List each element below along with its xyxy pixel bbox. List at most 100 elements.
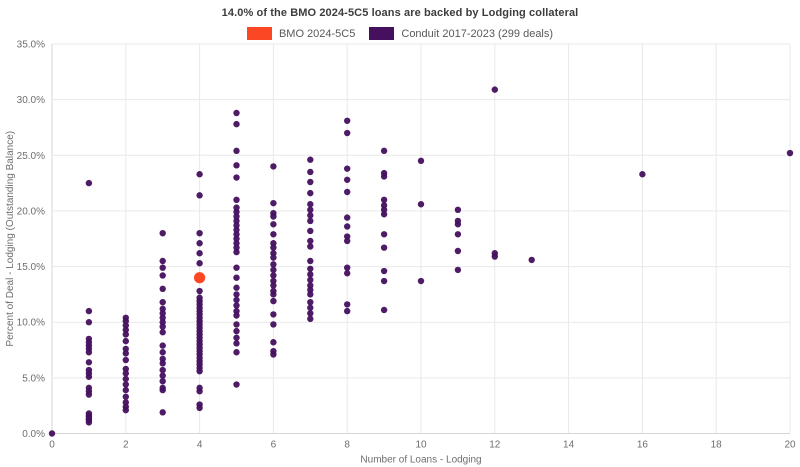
x-axis-title: Number of Loans - Lodging	[360, 455, 481, 466]
conduit-point	[380, 231, 388, 238]
conduit-point	[380, 196, 388, 203]
conduit-point	[270, 244, 277, 251]
conduit-point	[196, 250, 203, 257]
x-axis-tick-label: 20	[784, 440, 796, 451]
conduit-point	[344, 117, 351, 124]
x-axis-tick-label: 8	[344, 440, 350, 451]
conduit-point	[122, 393, 129, 400]
conduit-point	[233, 231, 240, 238]
conduit-point	[344, 223, 351, 230]
conduit-point	[270, 272, 277, 279]
conduit-point	[307, 178, 314, 186]
conduit-point	[344, 307, 351, 315]
conduit-point	[122, 356, 129, 364]
conduit-point	[233, 208, 240, 216]
conduit-point	[122, 375, 129, 383]
conduit-point	[307, 206, 314, 214]
conduit-point	[307, 310, 314, 317]
conduit-point	[417, 157, 425, 165]
y-axis-tick-label: 0.0%	[22, 429, 45, 440]
conduit-point	[159, 298, 166, 306]
y-axis-tick-label: 35.0%	[17, 40, 45, 51]
conduit-point	[159, 355, 166, 363]
legend-item-conduit[interactable]: Conduit 2017-2023 (299 deals)	[369, 27, 553, 40]
conduit-point	[270, 277, 277, 285]
conduit-point	[196, 404, 203, 412]
y-axis-tick-label: 25.0%	[17, 151, 45, 162]
conduit-point	[233, 334, 240, 341]
x-axis-tick-label: 12	[489, 440, 501, 451]
conduit-point	[122, 331, 129, 338]
conduit-point	[454, 231, 462, 238]
conduit-point	[307, 237, 314, 245]
conduit-point	[307, 298, 314, 306]
conduit-point	[85, 349, 93, 356]
legend: BMO 2024-5C5 Conduit 2017-2023 (299 deal…	[0, 27, 800, 40]
conduit-point	[380, 206, 388, 214]
conduit-point	[380, 244, 388, 251]
conduit-point	[196, 229, 203, 237]
conduit-point	[122, 365, 129, 373]
chart-title: 14.0% of the BMO 2024-5C5 loans are back…	[221, 7, 579, 19]
conduit-point	[233, 217, 240, 225]
conduit-point	[454, 206, 462, 214]
conduit-point	[307, 243, 314, 250]
conduit-point	[122, 337, 129, 345]
conduit-point	[233, 307, 240, 315]
y-axis-title: Percent of Deal - Lodging (Outstanding B…	[5, 131, 16, 347]
conduit-point	[159, 264, 166, 271]
conduit-point	[196, 388, 203, 395]
conduit-point	[380, 306, 388, 314]
conduit-point	[159, 377, 166, 385]
x-axis-tick-label: 16	[637, 440, 649, 451]
conduit-point	[233, 248, 240, 256]
conduit-point	[85, 179, 93, 187]
conduit-point	[196, 171, 203, 178]
conduit-point	[307, 271, 314, 278]
conduit-point	[159, 329, 166, 336]
x-axis-tick-label: 6	[271, 440, 277, 451]
legend-swatch-bmo	[246, 27, 272, 40]
conduit-point	[528, 256, 535, 264]
conduit-point	[786, 149, 794, 157]
conduit-point	[270, 254, 277, 261]
conduit-point	[159, 386, 166, 394]
legend-item-bmo[interactable]: BMO 2024-5C5	[246, 27, 355, 40]
conduit-point	[344, 301, 351, 308]
conduit-point	[380, 173, 388, 180]
conduit-point	[159, 257, 166, 265]
conduit-point	[307, 189, 314, 197]
conduit-point	[196, 367, 203, 375]
conduit-point	[122, 322, 129, 329]
conduit-point	[85, 391, 93, 398]
conduit-point	[233, 264, 240, 271]
conduit-point	[85, 359, 93, 366]
conduit-point	[233, 312, 240, 319]
conduit-point	[270, 321, 277, 328]
conduit-point	[233, 244, 240, 251]
conduit-point	[380, 147, 388, 155]
conduit-point	[233, 213, 240, 220]
conduit-point	[344, 233, 351, 240]
conduit-point	[233, 196, 240, 203]
conduit-point	[270, 282, 277, 289]
conduit-point	[270, 311, 277, 318]
conduit-point	[233, 120, 240, 128]
conduit-point	[270, 163, 277, 170]
conduit-point	[85, 373, 93, 380]
conduit-point	[344, 214, 351, 221]
conduit-point	[307, 282, 314, 289]
conduit-point	[270, 250, 277, 257]
conduit-point	[122, 406, 129, 414]
conduit-point	[122, 386, 129, 394]
conduit-point	[159, 360, 166, 367]
conduit-point	[85, 307, 93, 315]
conduit-point	[159, 272, 166, 279]
conduit-point	[122, 399, 129, 406]
conduit-point	[454, 266, 462, 274]
conduit-point	[159, 323, 166, 330]
conduit-point	[85, 419, 93, 426]
conduit-point	[307, 304, 314, 311]
y-axis-tick-label: 10.0%	[17, 318, 45, 329]
y-axis-tick-label: 20.0%	[17, 206, 45, 217]
